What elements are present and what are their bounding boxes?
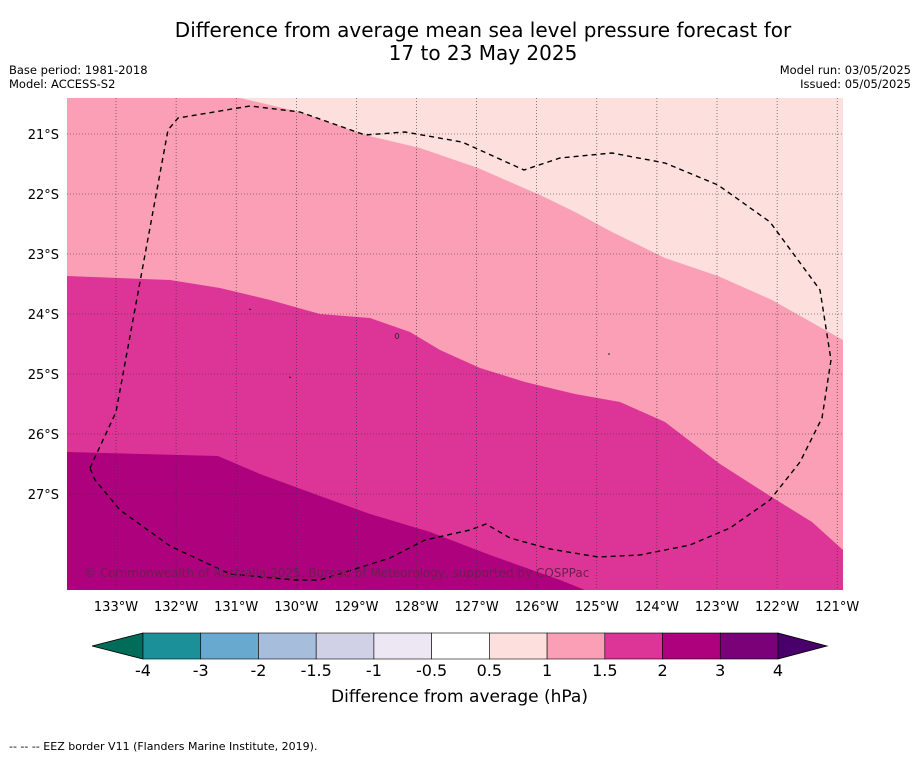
issued-date: Issued: 05/05/2025 — [800, 77, 911, 91]
colorbar-swatch — [373, 632, 432, 660]
map-title: Difference from average mean sea level p… — [0, 19, 919, 65]
colorbar-swatch — [604, 632, 663, 660]
lon-label: 129°W — [334, 600, 378, 615]
latitude-labels: 21°S 22°S 23°S 24°S 25°S 26°S 27°S — [28, 128, 59, 503]
colorbar-tick: -4 — [135, 661, 151, 680]
meta-right: Model run: 03/05/2025 Issued: 05/05/2025 — [780, 63, 911, 91]
colorbar-tick: 0.5 — [477, 661, 502, 680]
lon-label: 127°W — [455, 600, 499, 615]
colorbar-over-arrow — [777, 632, 829, 660]
lon-label: 122°W — [755, 600, 799, 615]
map-fill — [67, 98, 843, 590]
lat-label: 26°S — [28, 428, 59, 443]
colorbar-tick: 1 — [542, 661, 552, 680]
region-2-3 — [67, 452, 585, 590]
lon-label: 121°W — [815, 600, 859, 615]
lon-label: 126°W — [515, 600, 559, 615]
meta-left: Base period: 1981-2018 Model: ACCESS-S2 — [9, 63, 148, 91]
lon-label: 123°W — [695, 600, 739, 615]
longitude-labels: 133°W 132°W 131°W 130°W 129°W 128°W 127°W 126°W… — [94, 600, 860, 615]
lon-label: 125°W — [575, 600, 619, 615]
colorbar-swatch — [431, 632, 490, 660]
copyright-text: © Commonwealth of Australia 2025, Bureau… — [84, 566, 589, 580]
lon-label: 124°W — [635, 600, 679, 615]
lat-label: 21°S — [28, 128, 59, 143]
colorbar-tick: -1.5 — [301, 661, 332, 680]
colorbar-tick: 3 — [715, 661, 725, 680]
lon-label: 130°W — [274, 600, 318, 615]
lat-label: 23°S — [28, 248, 59, 263]
colorbar-tick: -1 — [366, 661, 382, 680]
lon-label: 133°W — [94, 600, 138, 615]
island-mark-3 — [288, 376, 292, 379]
colorbar-swatch — [315, 632, 375, 660]
lat-label: 27°S — [28, 488, 59, 503]
colorbar-tick: 2 — [657, 661, 667, 680]
model-name: Model: ACCESS-S2 — [9, 77, 116, 91]
colorbar-tick: -0.5 — [416, 661, 447, 680]
lat-label: 22°S — [28, 188, 59, 203]
colorbar-under-arrow — [91, 632, 144, 660]
colorbar-swatch — [489, 632, 548, 660]
colorbar-swatch — [258, 632, 317, 660]
island-mark-1 — [248, 308, 252, 311]
colorbar-label: Difference from average (hPa) — [331, 687, 588, 707]
colorbar-tick: 4 — [773, 661, 783, 680]
colorbar-swatch — [142, 632, 202, 660]
graticule — [67, 98, 843, 590]
colorbar-tick: 1.5 — [592, 661, 617, 680]
colorbar-swatch — [200, 632, 259, 660]
lon-label: 128°W — [394, 600, 438, 615]
colorbar-tick: -3 — [193, 661, 209, 680]
island-mark-2 — [394, 333, 400, 339]
colorbar-swatch — [719, 632, 779, 660]
title-line-1: Difference from average mean sea level p… — [174, 18, 792, 42]
colorbar-tick: -2 — [250, 661, 266, 680]
colorbar: -4 -3 -2 -1.5 -1 -0.5 0.5 1 1.5 2 3 4 — [91, 632, 829, 680]
lon-label: 132°W — [154, 600, 198, 615]
title-line-2: 17 to 23 May 2025 — [388, 41, 578, 65]
lat-label: 25°S — [28, 368, 59, 383]
lon-label: 131°W — [214, 600, 258, 615]
colorbar-swatch — [546, 632, 606, 660]
model-run: Model run: 03/05/2025 — [779, 63, 911, 77]
footnote: -- -- -- EEZ border V11 (Flanders Marine… — [9, 740, 318, 753]
lat-label: 24°S — [28, 308, 59, 323]
colorbar-swatch — [662, 632, 721, 660]
base-period: Base period: 1981-2018 — [9, 63, 148, 77]
